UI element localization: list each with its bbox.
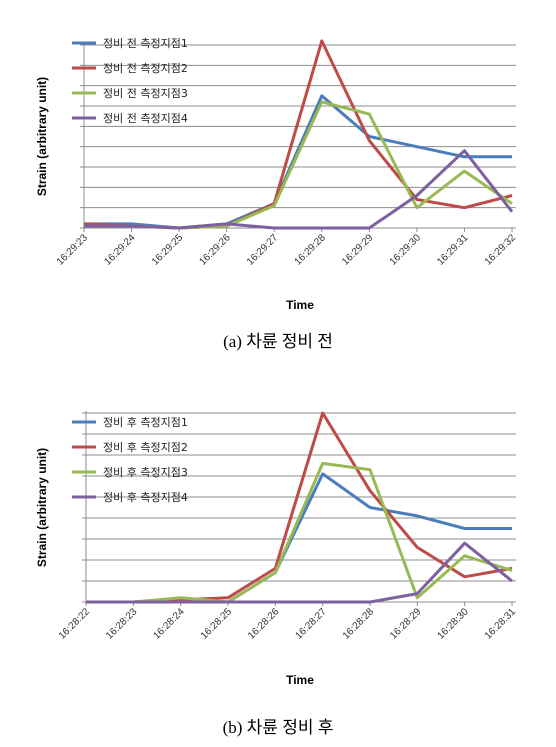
legend-entry: 정비 전 측정지점1	[103, 37, 188, 50]
x-tick-label: 16:29:29	[340, 232, 376, 268]
series-line-4	[84, 149, 514, 230]
legend-entry: 정비 전 측정지점4	[103, 112, 188, 125]
x-tick-label: 16:29:27	[245, 232, 281, 268]
x-tick-label: 16:29:23	[55, 232, 91, 268]
legend-entry: 정비 후 측정지점1	[103, 416, 188, 429]
x-tick-label: 16:28:29	[388, 606, 424, 642]
y-axis-title: Strain (arbitrary unit)	[35, 448, 49, 567]
x-tick-label: 16:28:25	[199, 606, 235, 642]
x-tick-label: 16:28:24	[151, 606, 187, 642]
chart-caption: (b) 차륜 정비 후	[222, 718, 334, 737]
gridlines	[86, 412, 516, 582]
x-tick-label: 16:29:25	[150, 232, 186, 268]
x-tick-label: 16:28:22	[57, 606, 93, 642]
legend-entry: 정비 후 측정지점3	[103, 466, 188, 479]
x-tick-label: 16:29:28	[293, 232, 329, 268]
x-tick-label: 16:29:26	[197, 232, 233, 268]
x-tick-label: 16:29:32	[483, 232, 519, 268]
x-tick-label: 16:29:30	[388, 232, 424, 268]
chart-panel-b: 16:28:22 16:28:23 16:28:24 16:28:25 16:28:26…	[0, 373, 556, 747]
x-tick-label: 16:29:31	[435, 232, 471, 268]
chart-caption: (a) 차륜 정비 전	[223, 332, 333, 351]
legend: 정비 후 측정지점1 정비 후 측정지점2 정비 후 측정지점3 정비 후 측정지점4	[72, 416, 188, 504]
x-axis-title: Time	[286, 673, 314, 687]
chart-panel-a: 16:29:23 16:29:24 16:29:25 16:29:26 16:29:27…	[0, 0, 556, 373]
line-chart-after-maintenance: 16:28:22 16:28:23 16:28:24 16:28:25 16:28:26…	[35, 411, 519, 687]
y-axis-title: Strain (arbitrary unit)	[35, 77, 49, 196]
x-tick-label: 16:28:26	[246, 606, 282, 642]
x-tick-label: 16:28:23	[104, 606, 140, 642]
line-chart-before-maintenance: 16:29:23 16:29:24 16:29:25 16:29:26 16:29:27…	[35, 37, 519, 312]
legend-entry: 정비 후 측정지점2	[103, 441, 188, 454]
x-tick-label: 16:28:28	[341, 606, 377, 642]
x-tick-label: 16:28:31	[483, 606, 519, 642]
x-axis-title: Time	[286, 298, 314, 312]
legend: 정비 전 측정지점1 정비 전 측정지점2 정비 전 측정지점3 정비 전 측정지점4	[72, 37, 188, 125]
series-line-3	[86, 461, 513, 604]
x-tick-label: 16:29:24	[102, 232, 138, 268]
gridlines	[84, 44, 516, 209]
legend-entry: 정비 전 측정지점3	[103, 87, 188, 100]
x-tick-label: 16:28:30	[435, 606, 471, 642]
legend-entry: 정비 전 측정지점2	[103, 62, 188, 75]
x-tick-label: 16:28:27	[293, 606, 329, 642]
legend-entry: 정비 후 측정지점4	[103, 491, 188, 504]
series-line-4	[86, 541, 513, 604]
